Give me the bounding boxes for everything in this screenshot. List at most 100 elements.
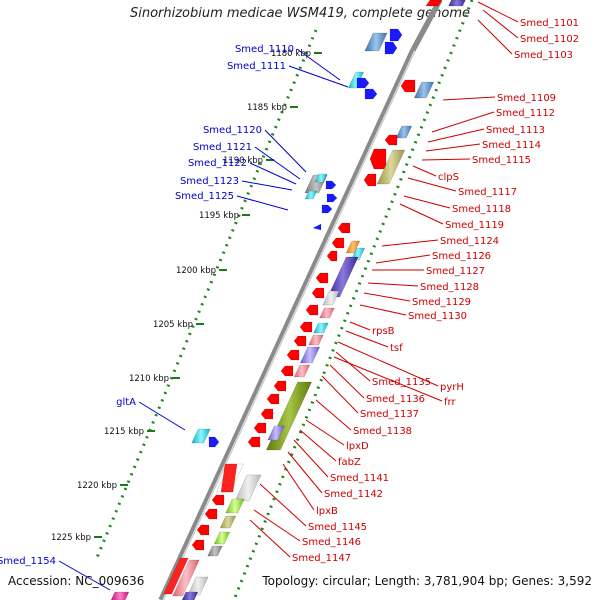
- gene-label[interactable]: Smed_1126: [432, 251, 491, 262]
- gene-label[interactable]: Smed_1141: [330, 473, 389, 484]
- gene-label[interactable]: Smed_1145: [308, 522, 367, 533]
- leader-line: [442, 96, 496, 101]
- gene-block: [322, 290, 340, 306]
- gene-label[interactable]: lpxB: [316, 506, 338, 517]
- gene-block: [313, 322, 329, 334]
- gene-arrow-forward: [384, 41, 398, 55]
- gene-label[interactable]: Smed_1110: [235, 44, 294, 55]
- gene-label[interactable]: Smed_1138: [353, 426, 412, 437]
- gene-block: [163, 557, 189, 595]
- gene-arrow-forward: [389, 28, 403, 42]
- leader-line: [259, 483, 307, 527]
- leader-line: [349, 321, 371, 331]
- gene-label[interactable]: Smed_1119: [445, 220, 504, 231]
- gene-arrow-reverse: [369, 148, 387, 170]
- leader-line: [241, 180, 293, 191]
- gene-block: [234, 474, 262, 502]
- leader-line: [296, 48, 341, 81]
- gene-label[interactable]: Smed_1129: [412, 297, 471, 308]
- leader-line: [299, 429, 337, 462]
- gene-label[interactable]: Smed_1121: [193, 142, 252, 153]
- leader-line: [249, 519, 291, 558]
- gene-label[interactable]: lpxD: [346, 441, 369, 452]
- gene-label[interactable]: Smed_1154: [0, 556, 56, 567]
- gene-block: [293, 364, 311, 378]
- gene-block: [110, 591, 130, 600]
- gene-label[interactable]: Smed_1113: [486, 125, 545, 136]
- gene-label[interactable]: Smed_1101: [520, 18, 579, 29]
- gene-arrow-reverse: [286, 349, 300, 361]
- gene-label[interactable]: Smed_1114: [482, 140, 541, 151]
- leader-line: [236, 195, 289, 211]
- gene-label[interactable]: Smed_1125: [175, 191, 234, 202]
- gene-label[interactable]: Smed_1102: [520, 34, 579, 45]
- leader-line: [375, 254, 431, 264]
- leader-line: [345, 330, 389, 348]
- gene-arrow-forward: [364, 88, 378, 100]
- gene-block: [304, 190, 318, 200]
- gene-label[interactable]: pyrH: [440, 382, 464, 393]
- gene-block: [345, 240, 361, 254]
- leader-line: [427, 128, 485, 143]
- gene-arrow-reverse: [191, 539, 205, 551]
- gene-label[interactable]: tsf: [390, 343, 403, 354]
- leader-line: [431, 111, 495, 133]
- tick-rail-right: [232, 0, 474, 600]
- gene-arrow-reverse: [400, 79, 416, 93]
- kbp-tick-label: 1210 kbp: [129, 374, 169, 384]
- gene-block: [219, 515, 237, 529]
- gene-arrow-forward: [326, 193, 338, 203]
- kbp-tick-label: 1185 kbp: [247, 103, 287, 113]
- gene-label[interactable]: Smed_1135: [372, 377, 431, 388]
- gene-arrow-reverse: [305, 304, 319, 316]
- gene-label[interactable]: Smed_1103: [514, 50, 573, 61]
- gene-label[interactable]: Smed_1136: [366, 394, 425, 405]
- gene-label[interactable]: Smed_1117: [458, 187, 517, 198]
- kbp-tick-label: 1200 kbp: [176, 266, 216, 276]
- gene-label[interactable]: Smed_1123: [180, 176, 239, 187]
- map-title: Sinorhizobium medicae WSM419, complete g…: [129, 6, 471, 21]
- leader-line: [293, 439, 329, 478]
- gene-label[interactable]: Smed_1130: [408, 311, 467, 322]
- gene-arrow-forward: [325, 180, 337, 190]
- leader-line: [264, 129, 307, 173]
- gene-label[interactable]: Smed_1109: [497, 93, 556, 104]
- gene-label[interactable]: Smed_1122: [188, 158, 247, 169]
- gene-block: [319, 307, 335, 319]
- gene-label[interactable]: frr: [444, 397, 456, 408]
- gene-label[interactable]: fabZ: [338, 457, 361, 468]
- gene-label[interactable]: Smed_1118: [452, 204, 511, 215]
- gene-arrow-forward: [321, 204, 333, 214]
- gene-label[interactable]: Smed_1142: [324, 489, 383, 500]
- gene-label[interactable]: Smed_1127: [426, 266, 485, 277]
- gene-block: [207, 545, 223, 557]
- gene-label[interactable]: Smed_1124: [440, 236, 499, 247]
- gene-arrow-reverse: [273, 380, 287, 392]
- gene-label[interactable]: Smed_1128: [420, 282, 479, 293]
- gene-label[interactable]: rpsB: [372, 326, 395, 337]
- gene-label[interactable]: Smed_1146: [302, 537, 361, 548]
- leader-line: [288, 65, 349, 88]
- gene-arrow-reverse: [196, 524, 210, 536]
- gene-arrow-reverse: [326, 250, 338, 262]
- leader-line: [412, 165, 437, 177]
- gene-block: [299, 346, 321, 364]
- gene-label[interactable]: Smed_1112: [496, 108, 555, 119]
- gene-label[interactable]: Smed_1147: [292, 553, 351, 564]
- gene-block: [395, 125, 413, 139]
- gene-arrow-reverse: [331, 237, 345, 249]
- leader-line: [249, 162, 297, 185]
- gene-block: [267, 425, 285, 441]
- gene-label[interactable]: clpS: [438, 172, 459, 183]
- gene-block: [376, 149, 406, 185]
- gene-label[interactable]: gltA: [116, 397, 136, 408]
- gene-arrow-reverse: [384, 134, 398, 146]
- gene-arrow-reverse: [247, 436, 261, 448]
- gene-label[interactable]: Smed_1115: [472, 155, 531, 166]
- leader-line: [321, 375, 359, 414]
- gene-label[interactable]: Smed_1120: [203, 125, 262, 136]
- gene-label[interactable]: Smed_1111: [227, 61, 286, 72]
- gene-label[interactable]: Smed_1137: [360, 409, 419, 420]
- gene-arrow-forward: [208, 436, 220, 448]
